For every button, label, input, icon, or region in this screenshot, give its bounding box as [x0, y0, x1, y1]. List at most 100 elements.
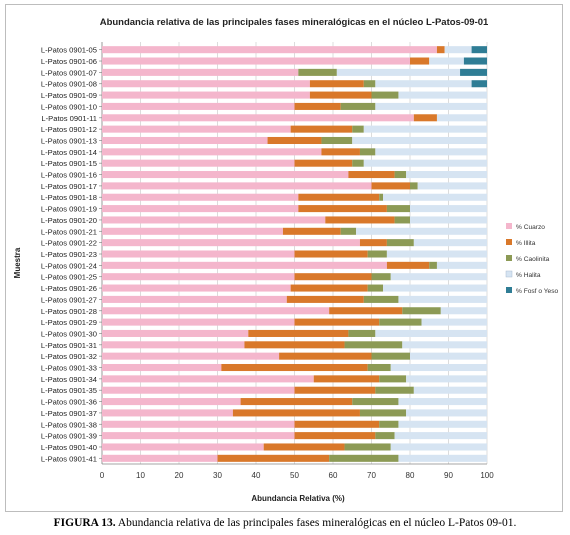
bar-segment	[371, 182, 410, 190]
y-tick-label: L-Patos 0901-12	[41, 125, 97, 134]
y-tick-label: L-Patos 0901-33	[41, 364, 97, 373]
bar-segment	[102, 114, 414, 122]
bar-segment	[436, 261, 487, 269]
bar-segment	[375, 432, 395, 440]
x-tick-label: 30	[213, 471, 222, 480]
legend-label: % Illita	[516, 240, 536, 247]
bar-segment	[102, 182, 372, 190]
bar-segment	[102, 171, 349, 179]
y-tick-label: L-Patos 0901-23	[41, 250, 97, 259]
bar-segment	[102, 136, 268, 145]
stacked-bar-chart: Abundancia relativa de las principales f…	[13, 17, 558, 503]
bar-segment	[102, 68, 299, 76]
bar-segment	[359, 409, 407, 417]
chart-title: Abundancia relativa de las principales f…	[100, 17, 489, 28]
bar-segment	[329, 454, 399, 462]
bar-segment	[375, 329, 487, 337]
bar-segment	[375, 148, 487, 156]
bar-segment	[390, 273, 487, 281]
bar-segment	[102, 261, 387, 269]
y-tick-label: L-Patos 0901-20	[41, 216, 97, 225]
bar-segment	[402, 307, 441, 315]
bar-segment	[102, 295, 287, 303]
bar-segment	[348, 329, 376, 337]
bar-segment	[102, 239, 360, 247]
bar-segment	[390, 443, 487, 451]
bar-segment	[375, 80, 472, 88]
bar-segment	[102, 454, 218, 462]
bar-segment	[102, 420, 295, 428]
bar-segment	[298, 205, 387, 213]
y-tick-label: L-Patos 0901-29	[41, 318, 97, 327]
x-tick-label: 80	[406, 471, 415, 480]
y-tick-label: L-Patos 0901-11	[41, 114, 97, 123]
y-axis-labels: L-Patos 0901-05 L-Patos 0901-06 L-Patos 09…	[41, 46, 102, 463]
bar-segment	[406, 375, 487, 383]
y-tick-label: L-Patos 0901-30	[41, 329, 97, 338]
bar-segment	[102, 398, 241, 406]
y-tick-label: L-Patos 0901-26	[41, 284, 97, 293]
y-tick-label: L-Patos 0901-22	[41, 239, 97, 248]
bar-segment	[102, 250, 295, 258]
bar-segment	[102, 102, 295, 110]
legend-label: % Halita	[516, 272, 541, 279]
y-tick-label: L-Patos 0901-06	[41, 57, 97, 66]
legend-swatch	[506, 287, 512, 293]
bar-segment	[398, 398, 487, 406]
bar-segment	[413, 239, 487, 247]
bar-segment	[248, 329, 349, 337]
bar-segment	[394, 432, 487, 440]
x-tick-label: 70	[367, 471, 376, 480]
bar-segment	[102, 409, 233, 417]
bar-segment	[383, 193, 487, 201]
bar-segment	[244, 341, 345, 349]
bar-segment	[359, 239, 387, 247]
x-axis-title: Abundancia Relativa (%)	[251, 494, 345, 503]
bar-segment	[471, 80, 487, 88]
bar-segment	[102, 443, 264, 451]
bar-segment	[410, 216, 487, 224]
legend-label: % Fosf o Yeso	[516, 288, 558, 295]
bar-segment	[410, 57, 430, 65]
bars	[102, 46, 487, 462]
bar-segment	[394, 171, 407, 179]
bar-segment	[356, 227, 487, 235]
figure-caption: FIGURA 13. Abundancia relativa de las pr…	[0, 517, 570, 529]
y-axis-title: Muestra	[13, 247, 22, 278]
bar-segment	[344, 341, 403, 349]
bar-segment	[386, 261, 430, 269]
bar-segment	[375, 386, 414, 394]
y-tick-label: L-Patos 0901-10	[41, 102, 97, 111]
bar-segment	[102, 159, 295, 167]
bar-segment	[363, 80, 376, 88]
x-tick-label: 10	[136, 471, 145, 480]
y-tick-label: L-Patos 0901-19	[41, 205, 97, 214]
bar-segment	[313, 375, 380, 383]
bar-segment	[379, 420, 399, 428]
bar-segment	[413, 114, 437, 122]
bar-segment	[390, 363, 487, 372]
bar-segment	[294, 386, 376, 394]
bar-segment	[309, 80, 364, 88]
bar-segment	[102, 318, 295, 326]
bar-segment	[102, 216, 326, 224]
x-tick-label: 20	[175, 471, 184, 480]
bar-segment	[290, 284, 368, 292]
caption-label: FIGURA 13.	[53, 517, 116, 529]
bar-segment	[398, 91, 487, 99]
x-tick-label: 50	[290, 471, 299, 480]
y-tick-label: L-Patos 0901-05	[41, 46, 97, 55]
bar-segment	[375, 102, 487, 110]
bar-segment	[217, 454, 330, 462]
bar-segment	[263, 443, 345, 451]
bar-segment	[348, 171, 395, 179]
bar-segment	[102, 46, 437, 54]
bar-segment	[379, 318, 422, 326]
bar-segment	[359, 148, 376, 156]
x-tick-label: 40	[252, 471, 261, 480]
bar-segment	[294, 420, 380, 428]
bar-segment	[240, 398, 353, 406]
bar-segment	[321, 148, 360, 156]
bar-segment	[398, 454, 487, 462]
bar-segment	[363, 125, 487, 133]
